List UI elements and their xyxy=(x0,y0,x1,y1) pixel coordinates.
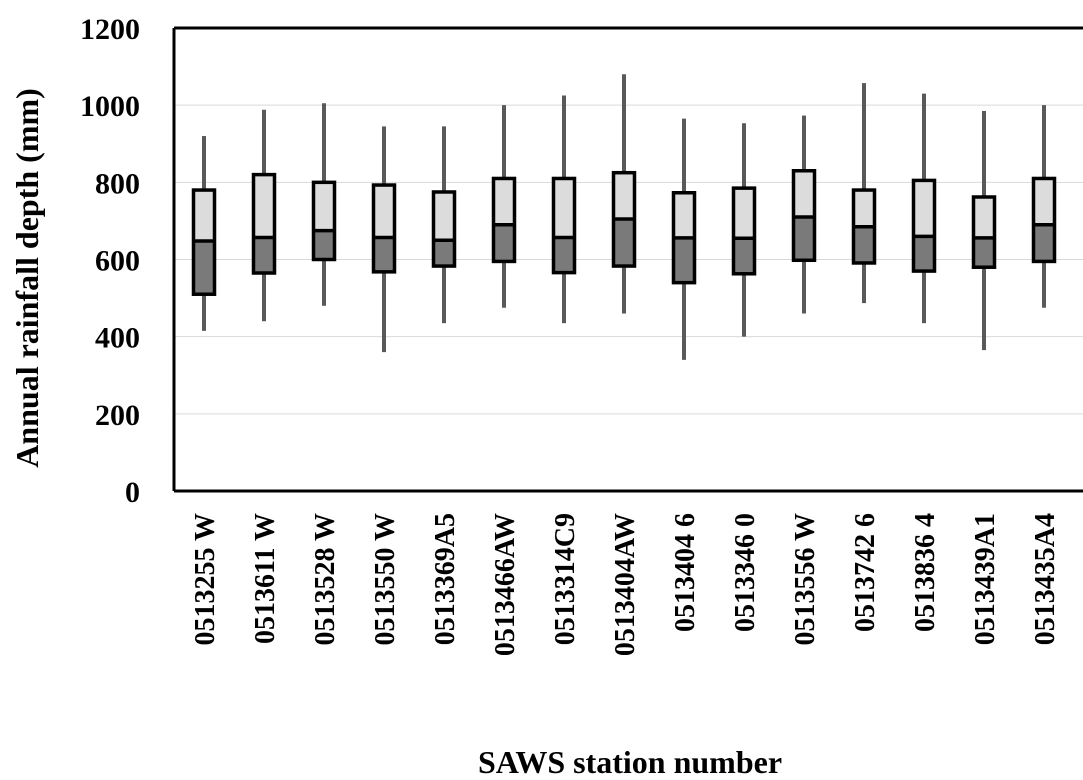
lower-box xyxy=(253,237,275,274)
box-outline xyxy=(311,180,337,262)
lower-box xyxy=(913,236,935,272)
lower-box xyxy=(373,237,395,272)
x-tick-label: 0513404AW xyxy=(610,513,641,656)
y-tick-label: 1200 xyxy=(80,13,140,46)
y-tick-label: 800 xyxy=(95,167,140,200)
x-tick-label: 0513404 6 xyxy=(670,513,701,632)
x-axis-title: SAWS station number xyxy=(478,744,782,780)
lower-box xyxy=(613,218,635,267)
upper-box xyxy=(1033,178,1055,225)
y-tick-labels: 0 200 400 600 800 1000 1200 xyxy=(80,13,140,509)
lower-box xyxy=(853,226,875,263)
box-outline xyxy=(971,195,997,269)
lower-box xyxy=(433,240,455,267)
box-outline xyxy=(491,176,517,264)
upper-box xyxy=(913,180,935,237)
upper-box xyxy=(793,170,815,218)
axes xyxy=(172,26,1083,493)
x-tick-label: 0513255 W xyxy=(190,513,221,646)
lower-box xyxy=(733,238,755,274)
x-tick-label: 0513550 W xyxy=(370,513,401,646)
lower-box xyxy=(673,237,695,283)
x-tick-label: 0513611 W xyxy=(250,513,281,644)
lower-box xyxy=(313,230,335,260)
y-tick-label: 400 xyxy=(95,322,140,355)
x-tick-label: 0513435A4 xyxy=(1030,513,1061,645)
lower-box xyxy=(793,217,815,261)
x-tick-label: 0513466AW xyxy=(490,513,521,656)
y-axis-title: Annual rainfall depth (mm) xyxy=(9,88,45,468)
y-tick-label: 200 xyxy=(95,399,140,432)
upper-box xyxy=(733,188,755,239)
box-series xyxy=(191,74,1057,360)
x-tick-label: 0513836 4 xyxy=(910,513,941,632)
y-tick-label: 600 xyxy=(95,245,140,278)
x-tick-label: 0513369A5 xyxy=(430,513,461,645)
box-outline xyxy=(251,172,277,275)
x-tick-label: 0513742 6 xyxy=(850,513,881,632)
upper-box xyxy=(553,178,575,238)
box-outline xyxy=(731,186,757,276)
x-tick-label: 0513314C9 xyxy=(550,513,581,645)
box-outline xyxy=(551,176,577,275)
x-tick-labels: 0513255 W 0513611 W 0513528 W 0513550 W 0513… xyxy=(190,513,1061,656)
upper-box xyxy=(673,192,695,238)
x-tick-label: 0513556 W xyxy=(790,513,821,646)
lower-box xyxy=(553,237,575,273)
box-outline xyxy=(1031,176,1057,264)
lower-box xyxy=(193,240,215,295)
upper-box xyxy=(313,182,335,231)
upper-box xyxy=(853,190,875,227)
upper-box xyxy=(253,174,275,238)
x-tick-label: 0513528 W xyxy=(310,513,341,646)
box-outline xyxy=(911,178,937,273)
upper-box xyxy=(433,191,455,241)
upper-box xyxy=(373,185,395,238)
y-tick-label: 0 xyxy=(125,476,140,509)
x-tick-label: 0513346 0 xyxy=(730,513,761,632)
box-outline xyxy=(371,183,397,274)
lower-box xyxy=(1033,224,1055,262)
x-tick-label: 0513439A1 xyxy=(970,513,1001,645)
lower-box xyxy=(493,224,515,262)
upper-box xyxy=(193,190,215,241)
box-outline xyxy=(431,190,457,268)
upper-box xyxy=(973,196,995,238)
y-tick-label: 1000 xyxy=(80,90,140,123)
lower-box xyxy=(973,237,995,268)
upper-box xyxy=(493,178,515,225)
upper-box xyxy=(613,172,635,219)
